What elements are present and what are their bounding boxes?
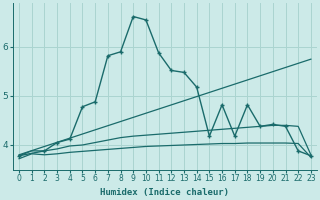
X-axis label: Humidex (Indice chaleur): Humidex (Indice chaleur) — [100, 188, 229, 197]
